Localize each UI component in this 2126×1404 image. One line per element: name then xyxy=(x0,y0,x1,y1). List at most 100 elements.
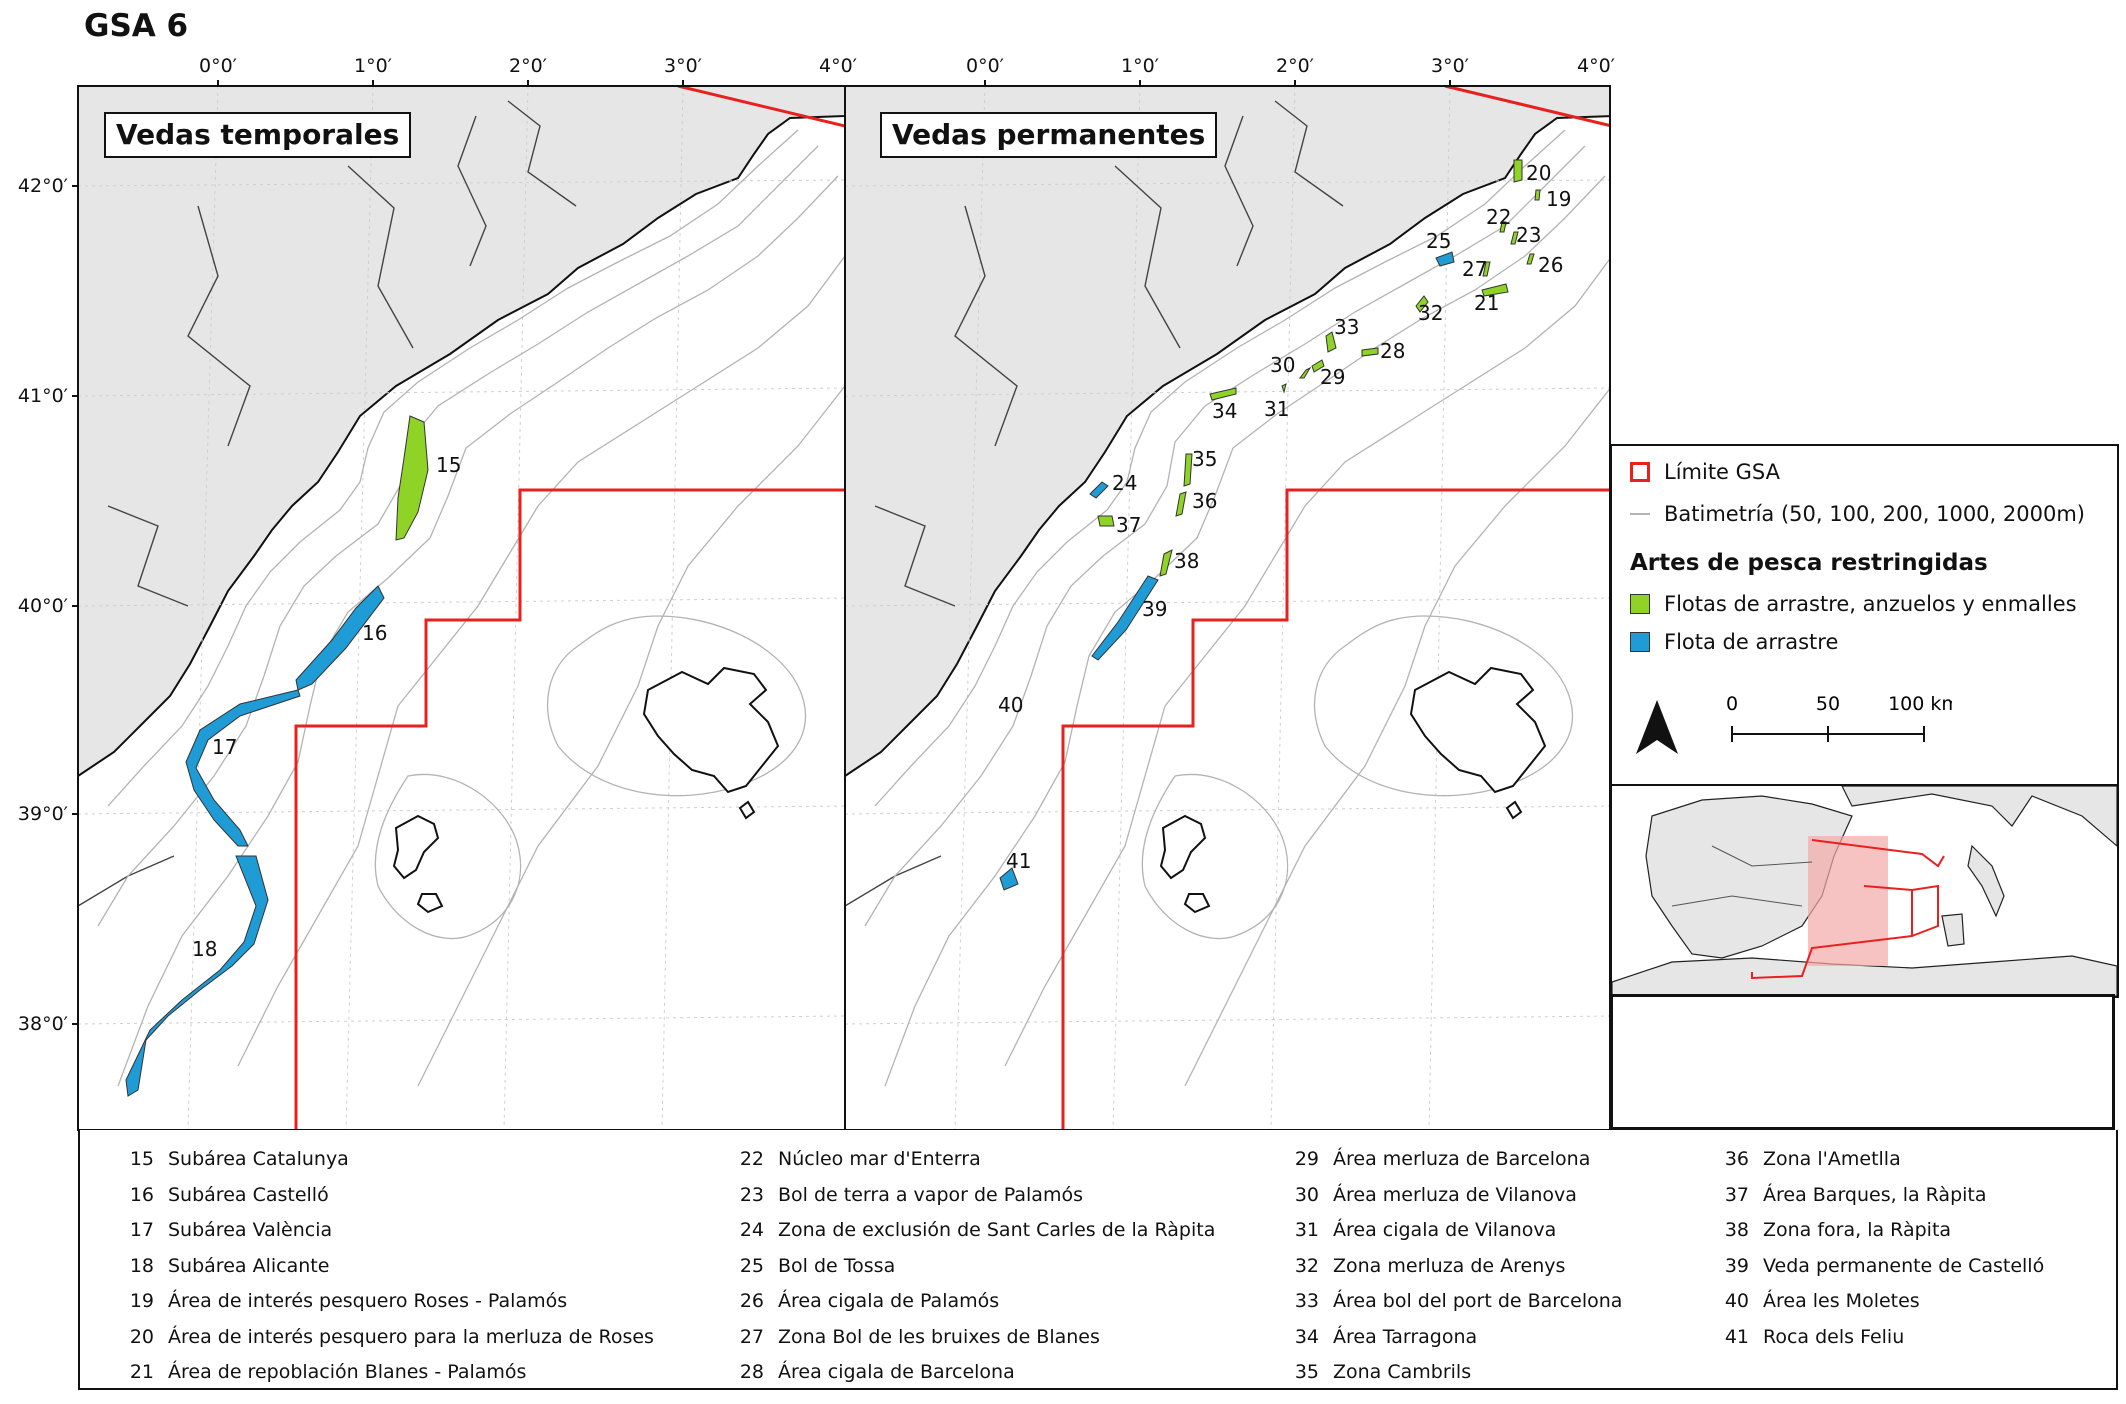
area-label-39: 39 xyxy=(1142,597,1167,621)
area-label-18: 18 xyxy=(192,937,217,961)
area-key-item: 35 Zona Cambrils xyxy=(1285,1355,1622,1391)
lon-tick-right-1: 1°0′ xyxy=(1121,55,1159,77)
area-17-shape xyxy=(185,689,301,847)
area-26-shape xyxy=(1526,253,1535,265)
area-key-name: Área de repoblación Blanes - Palamós xyxy=(168,1361,527,1383)
map-legend: Límite GSA Batimetría (50, 100, 200, 100… xyxy=(1610,444,2119,788)
area-key-item: 19 Área de interés pesquero Roses - Palam… xyxy=(120,1284,654,1320)
area-key-item: 16 Subárea Castelló xyxy=(120,1178,654,1214)
area-key-number: 40 xyxy=(1724,1290,1749,1312)
area-36-shape xyxy=(1175,491,1187,517)
area-key-item: 39 Veda permanente de Castelló xyxy=(1715,1249,2044,1285)
area-key-item: 30 Área merluza de Vilanova xyxy=(1285,1178,1622,1214)
area-key: 15 Subárea Catalunya 16 Subárea Castelló 17 S… xyxy=(78,1130,2118,1390)
area-key-number: 23 xyxy=(739,1183,764,1206)
left-closure-areas xyxy=(125,415,429,1097)
area-key-item: 22 Núcleo mar d'Enterra xyxy=(730,1142,1215,1178)
area-key-item: 31 Área cigala de Vilanova xyxy=(1285,1213,1622,1249)
area-label-37: 37 xyxy=(1116,513,1141,537)
area-key-item: 15 Subárea Catalunya xyxy=(120,1142,654,1178)
area-key-name: Área Barques, la Ràpita xyxy=(1763,1183,1987,1206)
area-key-column-1: 15 Subárea Catalunya 16 Subárea Castelló 17 S… xyxy=(120,1142,654,1391)
area-key-item: 36 Zona l'Ametlla xyxy=(1715,1142,2044,1178)
area-key-name: Área Tarragona xyxy=(1333,1325,1478,1348)
area-label-21: 21 xyxy=(1474,291,1499,315)
area-key-number: 25 xyxy=(739,1254,764,1277)
lat-tick-1: 41°0′ xyxy=(18,385,68,407)
area-label-17: 17 xyxy=(212,735,237,759)
area-key-name: Subárea Alicante xyxy=(168,1254,330,1277)
lon-tick-left-0: 0°0′ xyxy=(199,55,237,77)
lon-tick-left-2: 2°0′ xyxy=(509,55,547,77)
lon-tick-right-2: 2°0′ xyxy=(1276,55,1314,77)
area-key-name: Zona merluza de Arenys xyxy=(1333,1254,1566,1277)
lon-tick-right-4: 4°0′ xyxy=(1577,55,1615,77)
area-key-item: 34 Área Tarragona xyxy=(1285,1320,1622,1356)
lon-tick-right-0: 0°0′ xyxy=(966,55,1004,77)
gsa-limit-swatch xyxy=(1630,462,1650,482)
inset-map xyxy=(1610,784,2119,998)
area-key-name: Zona fora, la Ràpita xyxy=(1763,1219,1952,1241)
area-key-number: 28 xyxy=(739,1361,764,1383)
area-label-24: 24 xyxy=(1112,471,1137,495)
area-key-item: 29 Área merluza de Barcelona xyxy=(1285,1142,1622,1178)
area-key-name: Zona Cambrils xyxy=(1333,1361,1472,1383)
area-key-name: Área les Moletes xyxy=(1763,1290,1920,1312)
area-37-shape xyxy=(1097,515,1115,527)
area-label-29: 29 xyxy=(1320,365,1345,389)
area-25-shape xyxy=(1435,251,1455,267)
area-key-number: 30 xyxy=(1294,1183,1319,1206)
area-key-name: Zona l'Ametlla xyxy=(1763,1148,1901,1170)
area-key-number: 39 xyxy=(1724,1254,1749,1277)
legend-gsa-limit: Límite GSA xyxy=(1630,460,1780,484)
area-key-item: 24 Zona de exclusión de Sant Carles de la… xyxy=(730,1213,1216,1249)
area-key-number: 29 xyxy=(1294,1148,1319,1170)
legend-heading: Artes de pesca restringidas xyxy=(1630,550,1988,576)
area-key-name: Área merluza de Barcelona xyxy=(1333,1148,1591,1170)
page-title: GSA 6 xyxy=(84,8,189,44)
area-key-number: 31 xyxy=(1294,1219,1319,1241)
area-key-name: Área merluza de Vilanova xyxy=(1333,1183,1577,1206)
area-key-item: 17 Subárea València xyxy=(120,1213,654,1249)
area-key-item: 18 Subárea Alicante xyxy=(120,1249,654,1285)
area-label-27: 27 xyxy=(1462,257,1487,281)
area-label-23: 23 xyxy=(1516,223,1541,247)
lon-tick-left-3: 3°0′ xyxy=(664,55,702,77)
lat-tick-2: 40°0′ xyxy=(18,595,68,617)
area-key-item: 26 Área cigala de Palamós xyxy=(730,1284,1215,1320)
area-key-name: Subárea Catalunya xyxy=(168,1148,349,1170)
area-key-item: 40 Área les Moletes xyxy=(1715,1284,2044,1320)
area-key-name: Bol de terra a vapor de Palamós xyxy=(778,1183,1083,1206)
area-29-shape xyxy=(1299,366,1312,379)
area-key-item: 38 Zona fora, la Ràpita xyxy=(1715,1213,2044,1249)
area-key-name: Zona de exclusión de Sant Carles de la R… xyxy=(778,1219,1216,1241)
area-key-item: 25 Bol de Tossa xyxy=(730,1249,1215,1285)
area-30-shape xyxy=(1311,359,1325,373)
area-key-name: Subárea Castelló xyxy=(168,1183,329,1206)
area-label-16: 16 xyxy=(362,621,387,645)
area-key-number: 35 xyxy=(1294,1361,1319,1383)
legend-blue: Flota de arrastre xyxy=(1630,630,1838,654)
area-label-41: 41 xyxy=(1006,849,1031,873)
area-label-22: 22 xyxy=(1486,205,1511,229)
area-key-number: 17 xyxy=(129,1219,154,1241)
area-key-number: 41 xyxy=(1724,1325,1749,1348)
area-key-item: 28 Área cigala de Barcelona xyxy=(730,1355,1215,1391)
area-key-number: 19 xyxy=(129,1290,154,1312)
area-key-number: 34 xyxy=(1294,1325,1319,1348)
area-key-number: 32 xyxy=(1294,1254,1319,1277)
area-label-20: 20 xyxy=(1526,161,1551,185)
area-key-number: 38 xyxy=(1724,1219,1749,1241)
area-key-item: 41 Roca dels Feliu xyxy=(1715,1320,2044,1356)
area-label-15: 15 xyxy=(436,453,461,477)
area-key-number: 22 xyxy=(739,1148,764,1170)
lon-tick-right-3: 3°0′ xyxy=(1431,55,1469,77)
area-23-shape xyxy=(1510,231,1519,245)
legend-blue-label: Flota de arrastre xyxy=(1664,630,1839,654)
area-key-number: 37 xyxy=(1724,1183,1749,1206)
lon-tick-left-1: 1°0′ xyxy=(354,55,392,77)
area-key-name: Roca dels Feliu xyxy=(1763,1325,1905,1348)
area-label-28: 28 xyxy=(1380,339,1405,363)
area-key-item: 21 Área de repoblación Blanes - Palamós xyxy=(120,1355,654,1391)
